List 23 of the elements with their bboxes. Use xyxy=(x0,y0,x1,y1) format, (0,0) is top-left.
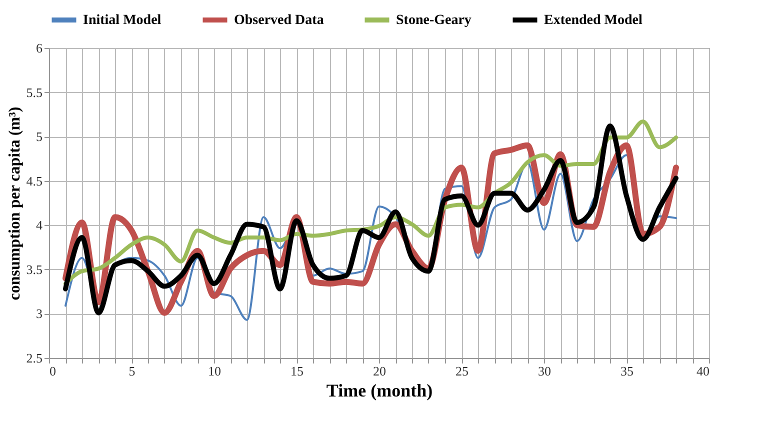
x-tick-label: 20 xyxy=(373,364,386,378)
legend-label: Initial Model xyxy=(83,13,162,28)
y-tick-label: 4 xyxy=(36,218,43,233)
y-axis-title: consumption per capita (m³) xyxy=(6,106,24,300)
x-tick-label: 25 xyxy=(456,364,468,378)
y-tick-label: 4.5 xyxy=(26,173,42,188)
x-tick-label: 15 xyxy=(290,364,304,378)
x-tick-label: 40 xyxy=(696,364,710,378)
y-tick-label: 3 xyxy=(36,306,42,322)
legend-label: Extended Model xyxy=(544,13,642,28)
x-axis-title: Time (month) xyxy=(326,380,433,400)
y-tick-label: 5 xyxy=(36,129,42,144)
y-tick-label: 2.5 xyxy=(26,350,42,366)
x-tick-label: 10 xyxy=(208,364,221,378)
legend-label: Stone-Geary xyxy=(396,13,472,28)
x-tick-label: 0 xyxy=(50,364,56,378)
y-tick-label: 3.5 xyxy=(26,262,42,277)
legend-label: Observed Data xyxy=(234,13,324,28)
x-tick-label: 35 xyxy=(620,364,634,378)
y-tick-label: 6 xyxy=(36,40,43,56)
x-tick-label: 30 xyxy=(538,364,551,378)
x-tick-label: 5 xyxy=(128,364,136,378)
y-tick-label: 5.5 xyxy=(26,84,42,100)
